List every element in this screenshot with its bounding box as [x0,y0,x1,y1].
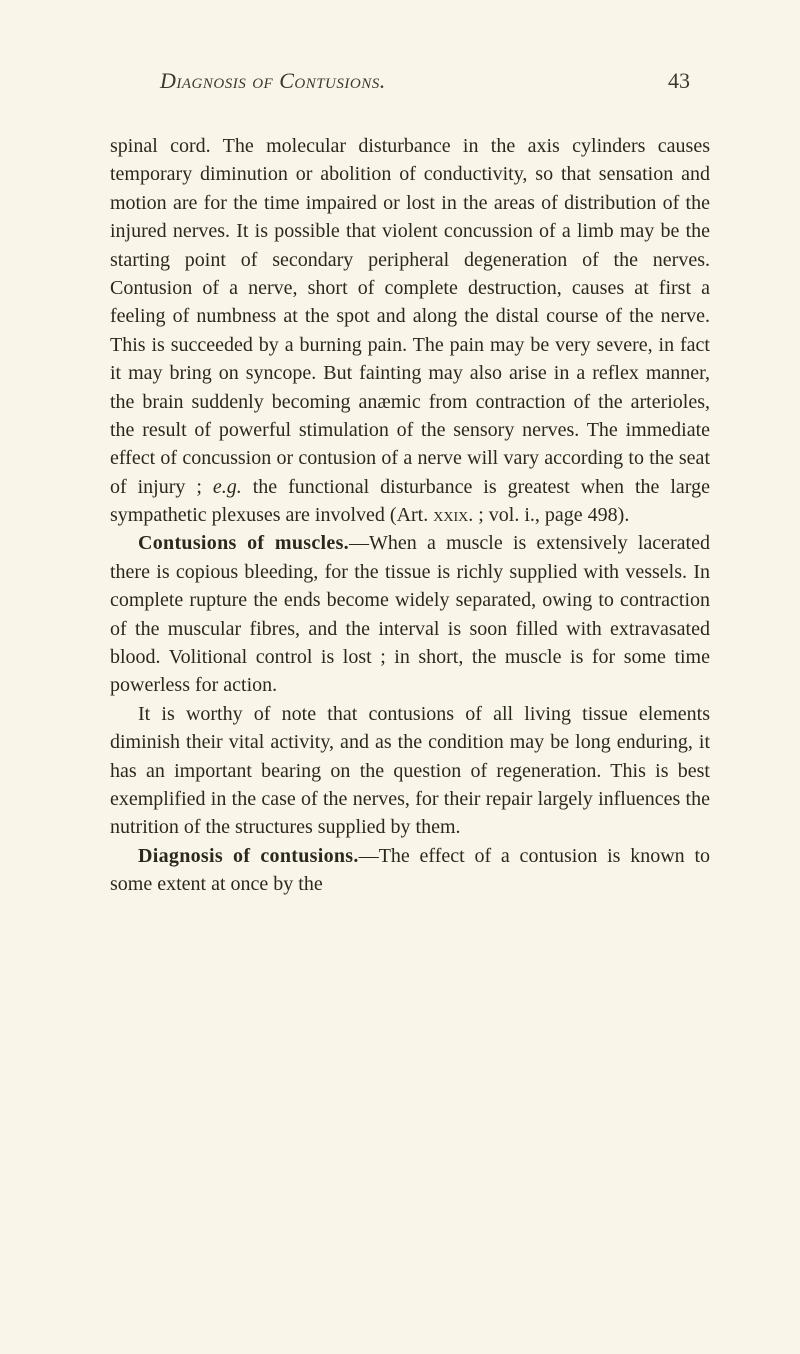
body-text: spinal cord. The molecular disturbance i… [110,132,710,899]
p1-text: spinal cord. The molecular disturbance i… [110,135,710,498]
p2-text: —When a muscle is extensively lacerated … [110,532,710,696]
p3-text: It is worthy of note that contusions of … [110,703,710,839]
p1-end: ; vol. i., page 498). [473,504,629,526]
paragraph-1: spinal cord. The molecular disturbance i… [110,132,710,529]
paragraph-2: Contusions of muscles.—When a muscle is … [110,529,710,699]
p1-smallcaps: xxix. [433,504,473,526]
p4-bold-header: Diagnosis of contusions. [138,845,359,867]
page-header: Diagnosis of Contusions. 43 [110,68,710,94]
p1-italic: e.g. [213,476,242,498]
paragraph-4: Diagnosis of contusions.—The effect of a… [110,842,710,899]
p2-bold-header: Contusions of muscles. [138,532,349,554]
page-number: 43 [668,68,690,94]
paragraph-3: It is worthy of note that contusions of … [110,700,710,842]
header-title: Diagnosis of Contusions. [160,68,386,94]
